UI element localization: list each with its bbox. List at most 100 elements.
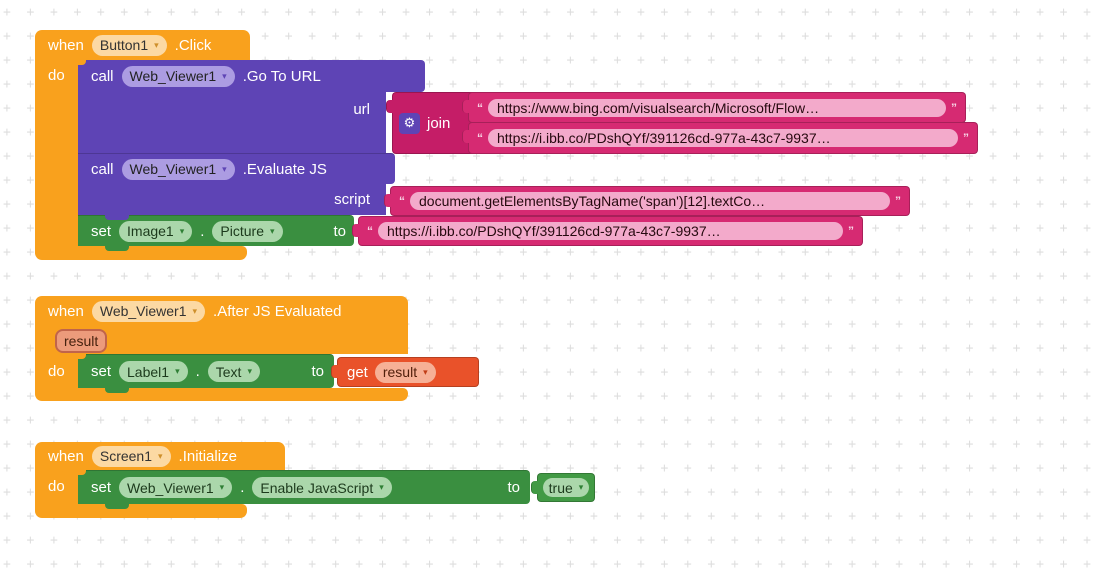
chevron-down-icon: ▾ <box>247 366 252 376</box>
chevron-down-icon: ▾ <box>192 305 198 316</box>
close-quote: ” <box>895 194 901 208</box>
set-image-picture-block[interactable]: set Image1 ▾ . Picture ▾ to <box>78 215 354 246</box>
event-name-label: .Initialize <box>178 447 237 465</box>
event-block-afterjs[interactable]: when Web_Viewer1 ▾ .After JS Evaluated <box>35 296 408 326</box>
chevron-down-icon: ▾ <box>379 482 384 492</box>
chevron-down-icon: ▾ <box>578 482 584 492</box>
method-name-label: .Go To URL <box>242 67 321 85</box>
call-go-to-url-body[interactable]: url <box>78 92 386 153</box>
string-input-bing-url[interactable]: https://www.bing.com/visualsearch/Micros… <box>488 98 946 117</box>
open-quote: “ <box>399 194 405 208</box>
to-keyword: to <box>311 363 324 380</box>
event-block-footer[interactable] <box>35 246 247 260</box>
component-name: Label1 <box>127 363 170 380</box>
call-evaluate-js-body[interactable]: script <box>78 184 386 215</box>
to-keyword: to <box>333 222 346 240</box>
script-param-label: script <box>334 191 370 208</box>
dot-separator: . <box>240 479 245 496</box>
component-name: Web_Viewer1 <box>99 303 187 319</box>
do-keyword: do <box>48 363 65 380</box>
string-input-ibb-url[interactable]: https://i.ibb.co/PDshQYf/391126cd-977a-4… <box>488 129 958 147</box>
do-keyword: do <box>48 478 65 495</box>
chevron-down-icon: ▾ <box>222 163 227 174</box>
connector-tab <box>105 246 129 251</box>
component-name: Image1 <box>127 223 174 239</box>
string-input-picture-url[interactable]: https://i.ibb.co/PDshQYf/391126cd-977a-4… <box>378 222 843 240</box>
component-dropdown-image1[interactable]: Image1 ▾ <box>119 220 193 242</box>
call-go-to-url-block[interactable]: call Web_Viewer1 ▾ .Go To URL <box>78 60 425 92</box>
connector-tab <box>62 354 86 359</box>
component-dropdown-label1[interactable]: Label1 ▾ <box>119 361 188 382</box>
component-dropdown-screen1[interactable]: Screen1 ▾ <box>91 445 171 467</box>
property-name: Text <box>215 363 242 380</box>
close-quote: ” <box>951 100 957 115</box>
component-name: Web_Viewer1 <box>127 479 214 496</box>
property-dropdown-enable-javascript[interactable]: Enable JavaScript ▾ <box>252 477 392 498</box>
event-block-screen1-initialize[interactable]: when Screen1 ▾ .Initialize <box>35 442 285 470</box>
event-block-footer[interactable] <box>35 504 247 518</box>
get-variable-block[interactable]: get result ▾ <box>331 357 479 387</box>
logic-value-dropdown[interactable]: true ▾ <box>542 478 590 497</box>
chevron-down-icon: ▾ <box>158 450 163 461</box>
when-keyword: when <box>48 36 84 54</box>
when-keyword: when <box>48 447 84 465</box>
component-name: Button1 <box>99 37 149 53</box>
chevron-down-icon: ▾ <box>175 366 180 376</box>
property-dropdown-text[interactable]: Text ▾ <box>207 361 260 382</box>
event-block-do-spine[interactable]: do <box>35 354 78 388</box>
logic-value: true <box>548 479 573 496</box>
event-block-do-spine[interactable]: do <box>35 60 78 246</box>
text-string-block[interactable]: “ https://www.bing.com/visualsearch/Micr… <box>462 92 966 123</box>
event-name-label: .Click <box>174 36 212 54</box>
property-name: Enable JavaScript <box>260 479 374 496</box>
string-input-script[interactable]: document.getElementsByTagName('span')[12… <box>410 192 890 210</box>
chevron-down-icon: ▾ <box>219 482 225 492</box>
open-quote: “ <box>477 131 483 145</box>
connector-tab <box>62 470 86 475</box>
set-keyword: set <box>91 479 112 496</box>
text-string-block[interactable]: “ document.getElementsByTagName('span')[… <box>384 186 910 216</box>
component-dropdown-webviewer1[interactable]: Web_Viewer1 ▾ <box>121 65 235 87</box>
component-dropdown-webviewer1[interactable]: Web_Viewer1 ▾ <box>121 158 235 180</box>
text-string-block[interactable]: “ https://i.ibb.co/PDshQYf/391126cd-977a… <box>352 216 863 246</box>
logic-true-block[interactable]: true ▾ <box>531 473 595 502</box>
component-dropdown-button1[interactable]: Button1 ▾ <box>91 34 167 56</box>
when-keyword: when <box>48 302 84 320</box>
url-param-label: url <box>353 101 370 118</box>
property-dropdown-picture[interactable]: Picture ▾ <box>212 220 283 242</box>
chevron-down-icon: ▾ <box>154 39 159 50</box>
event-block-do-spine[interactable]: do <box>35 470 78 504</box>
close-quote: ” <box>963 131 969 145</box>
event-param-result[interactable]: result <box>55 329 108 353</box>
connector-tab <box>62 60 86 65</box>
chevron-down-icon: ▾ <box>222 70 227 81</box>
variable-name: result <box>382 364 418 380</box>
open-quote: “ <box>477 100 483 115</box>
to-keyword: to <box>507 479 520 496</box>
chevron-down-icon: ▾ <box>270 225 275 236</box>
call-keyword: call <box>91 67 114 85</box>
component-dropdown-webviewer1[interactable]: Web_Viewer1 ▾ <box>91 300 206 322</box>
call-keyword: call <box>91 160 114 178</box>
variable-dropdown-result[interactable]: result ▾ <box>374 361 436 383</box>
event-block-footer[interactable] <box>35 388 408 401</box>
component-dropdown-webviewer1[interactable]: Web_Viewer1 ▾ <box>119 477 233 498</box>
call-evaluate-js-block[interactable]: call Web_Viewer1 ▾ .Evaluate JS <box>78 153 395 184</box>
text-string-block[interactable]: “ https://i.ibb.co/PDshQYf/391126cd-977a… <box>462 122 978 154</box>
component-name: Screen1 <box>99 448 153 464</box>
close-quote: ” <box>848 224 854 238</box>
chevron-down-icon: ▾ <box>423 366 428 377</box>
property-name: Picture <box>220 223 264 239</box>
event-name-label: .After JS Evaluated <box>213 302 342 320</box>
dot-separator: . <box>200 222 205 240</box>
dot-separator: . <box>195 363 200 380</box>
mutator-gear-icon[interactable]: ⚙ <box>399 112 420 134</box>
event-block-button1-click[interactable]: when Button1 ▾ .Click <box>35 30 250 60</box>
get-keyword: get <box>347 363 368 381</box>
connector-tab <box>105 388 129 393</box>
set-enable-javascript-block[interactable]: set Web_Viewer1 ▾ . Enable JavaScript ▾ … <box>78 470 530 504</box>
do-keyword: do <box>48 67 65 84</box>
set-label-text-block[interactable]: set Label1 ▾ . Text ▾ to <box>78 354 334 388</box>
connector-tab <box>105 215 129 220</box>
